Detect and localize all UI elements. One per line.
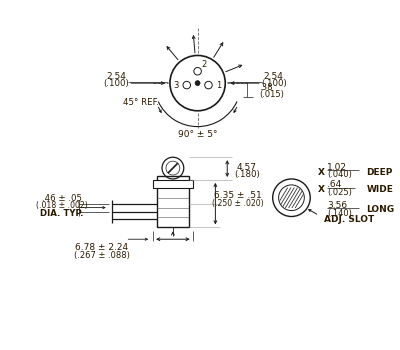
Text: LONG: LONG (366, 205, 395, 214)
Text: 45° REF.: 45° REF. (123, 98, 159, 107)
Bar (157, 176, 189, 228)
Text: 6.78 ± 2.24: 6.78 ± 2.24 (75, 243, 128, 252)
Text: X: X (318, 168, 325, 176)
Text: 2: 2 (202, 60, 207, 69)
Text: ADJ. SLOT: ADJ. SLOT (324, 215, 374, 224)
Text: 90° ± 5°: 90° ± 5° (178, 130, 217, 139)
Text: 3.56: 3.56 (327, 201, 347, 210)
Text: (.267 ± .088): (.267 ± .088) (74, 251, 130, 260)
Text: .38: .38 (259, 83, 272, 92)
Text: WIDE: WIDE (366, 185, 394, 194)
Text: 3: 3 (174, 80, 179, 90)
Text: (.040): (.040) (327, 170, 352, 180)
Text: 2.54: 2.54 (264, 72, 284, 81)
Circle shape (195, 80, 200, 86)
Text: 6.35 ± .51: 6.35 ± .51 (214, 191, 262, 200)
Text: (.250 ± .020): (.250 ± .020) (212, 199, 264, 208)
Text: DEEP: DEEP (366, 168, 393, 176)
Bar (153, 180, 193, 188)
Text: 1.02: 1.02 (327, 163, 347, 172)
Text: (.140): (.140) (327, 209, 352, 218)
Text: .46 ± .05: .46 ± .05 (42, 194, 82, 203)
Text: (.180): (.180) (234, 169, 260, 178)
Text: 4.57: 4.57 (237, 163, 257, 172)
Text: (.025): (.025) (327, 188, 352, 197)
Text: 2.54: 2.54 (107, 72, 126, 81)
Text: (.100): (.100) (261, 79, 286, 88)
Text: (.100): (.100) (104, 79, 130, 88)
Text: (.015): (.015) (259, 90, 284, 99)
Text: 1: 1 (216, 80, 222, 90)
Text: (.018 ± .002): (.018 ± .002) (36, 201, 88, 210)
Text: DIA. TYP.: DIA. TYP. (40, 209, 84, 218)
Text: X: X (318, 185, 325, 194)
Text: .64: .64 (327, 180, 341, 189)
